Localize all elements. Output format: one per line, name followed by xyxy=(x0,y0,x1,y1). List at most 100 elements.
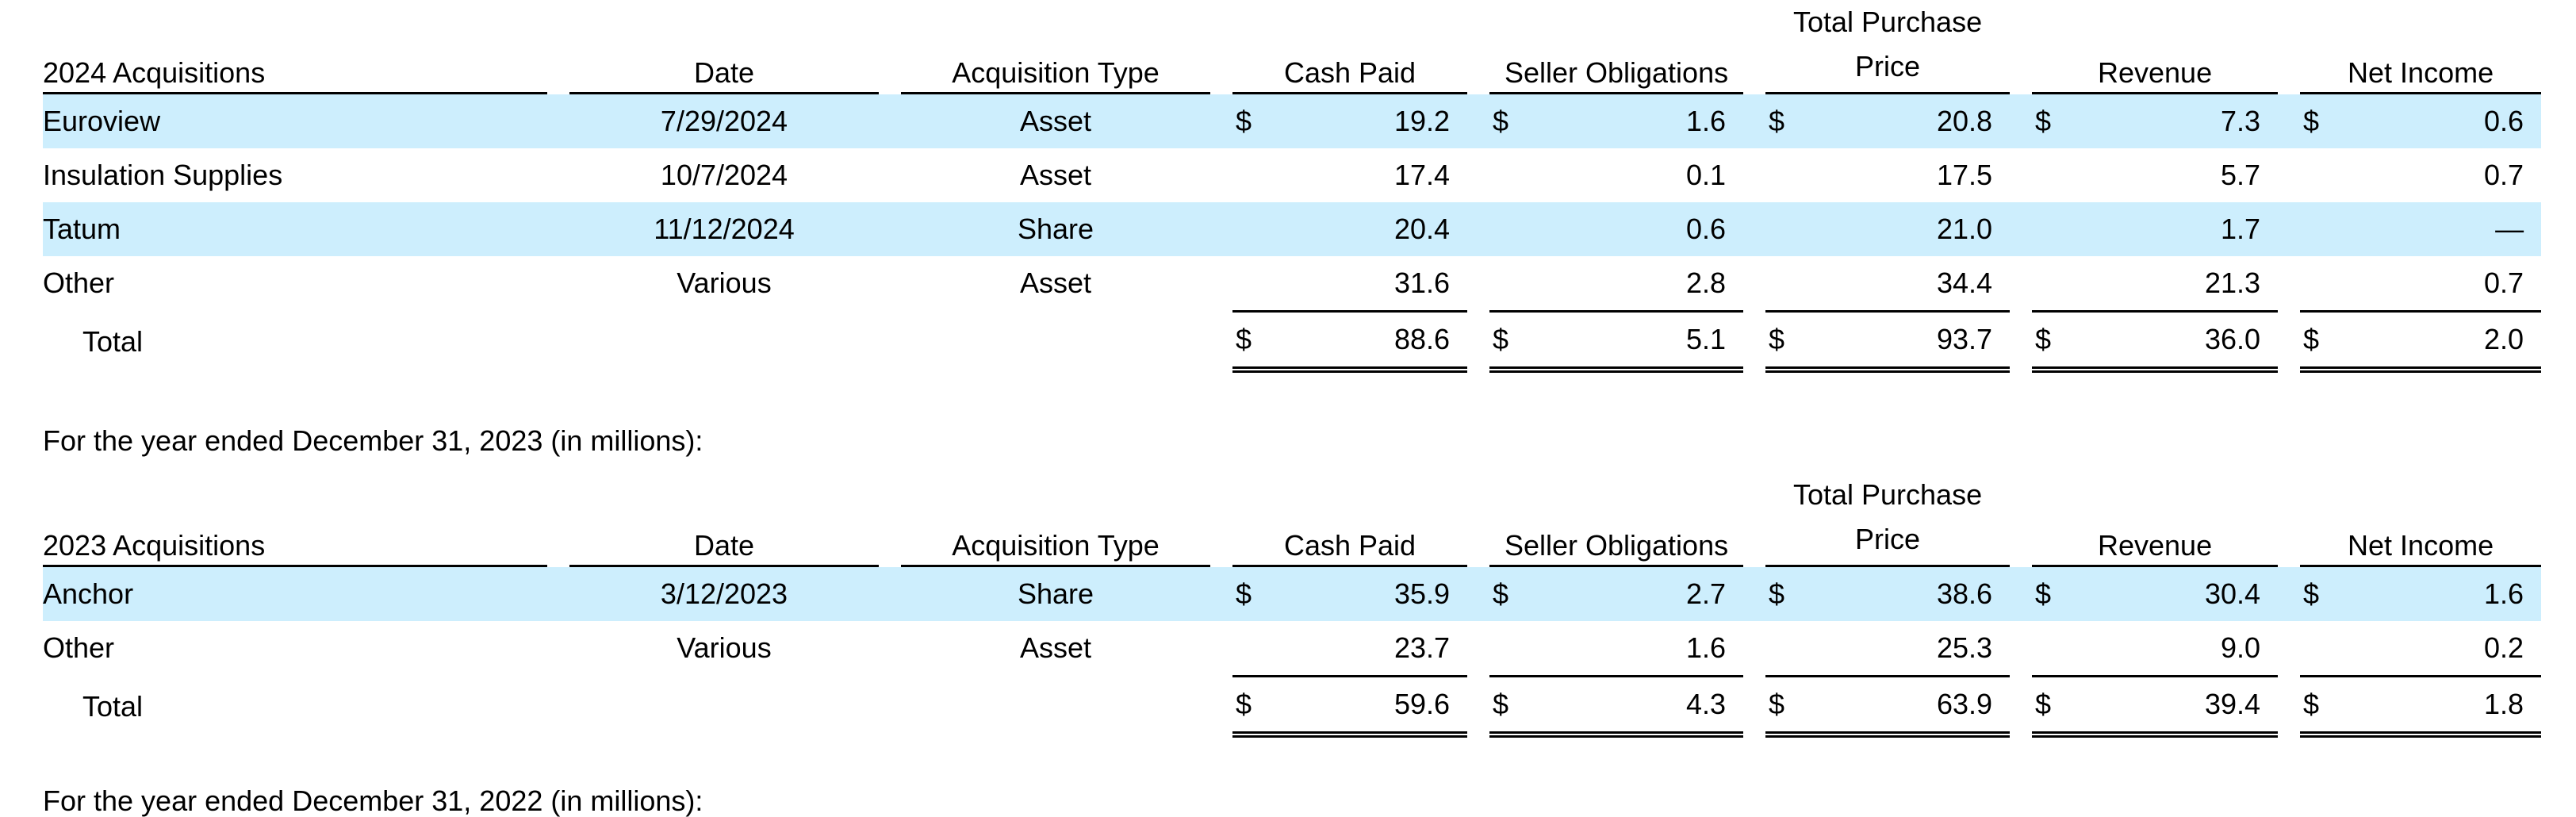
currency-symbol: $ xyxy=(1489,94,1562,148)
row-seller: 0.1 xyxy=(1685,159,1727,191)
currency-symbol: $ xyxy=(1765,94,1838,148)
row-net: 1.6 xyxy=(2371,567,2542,621)
row-name: Other xyxy=(43,267,115,299)
row-seller: 1.6 xyxy=(1685,631,1727,664)
currency-symbol: $ xyxy=(1765,675,1838,738)
total-revenue: 36.0 xyxy=(2103,310,2279,373)
col-header-date: Date xyxy=(569,473,879,567)
col-header-revenue: Revenue xyxy=(2032,0,2279,94)
row-price: 20.8 xyxy=(1837,94,2011,148)
col-header-cash: Cash Paid xyxy=(1232,473,1468,567)
table-row: Other Various Asset 23.7 1.6 25.3 9.0 0.… xyxy=(43,621,2541,675)
currency-symbol: $ xyxy=(1232,310,1304,373)
currency-symbol: $ xyxy=(1489,567,1562,621)
currency-symbol: $ xyxy=(2300,94,2372,148)
row-net: — xyxy=(2371,202,2542,256)
table-row: Insulation Supplies 10/7/2024 Asset 17.4… xyxy=(43,148,2541,202)
row-date: 10/7/2024 xyxy=(660,159,788,191)
total-revenue: 39.4 xyxy=(2103,675,2279,738)
row-type: Asset xyxy=(1019,631,1092,664)
currency-symbol: $ xyxy=(2300,675,2372,738)
header-row: 2024 Acquisitions Date Acquisition Type … xyxy=(43,0,2542,94)
row-revenue: 21.3 xyxy=(2204,267,2261,299)
total-cash: 88.6 xyxy=(1304,310,1468,373)
row-date: Various xyxy=(677,267,772,299)
row-date: 11/12/2024 xyxy=(569,202,879,256)
currency-symbol: $ xyxy=(2032,675,2104,738)
currency-symbol: $ xyxy=(1232,94,1304,148)
row-seller: 0.6 xyxy=(1561,202,1744,256)
col-header-net: Net Income xyxy=(2300,0,2542,94)
row-net: 0.6 xyxy=(2371,94,2542,148)
total-cash: 59.6 xyxy=(1304,675,1468,738)
row-cash: 19.2 xyxy=(1304,94,1468,148)
row-price: 34.4 xyxy=(1936,267,1993,299)
currency-symbol: $ xyxy=(2032,567,2104,621)
col-header-seller: Seller Obligations xyxy=(1489,473,1744,567)
acquisitions-2024-table: 2024 Acquisitions Date Acquisition Type … xyxy=(43,0,2542,373)
currency-symbol: $ xyxy=(1489,310,1562,373)
total-row: Total $59.6 $4.3 $63.9 $39.4 $1.8 xyxy=(43,675,2542,738)
row-revenue: 7.3 xyxy=(2103,94,2279,148)
total-label: Total xyxy=(82,324,144,358)
row-seller: 1.6 xyxy=(1561,94,1744,148)
currency-symbol: $ xyxy=(2300,310,2372,373)
row-seller: 2.7 xyxy=(1561,567,1744,621)
currency-symbol: $ xyxy=(1232,675,1304,738)
currency-symbol: $ xyxy=(2300,567,2372,621)
row-type: Share xyxy=(901,567,1210,621)
row-price: 25.3 xyxy=(1936,631,1993,664)
col-header-price-line1: Total Purchase xyxy=(1792,6,1983,38)
col-header-cash: Cash Paid xyxy=(1232,0,1468,94)
col-header-price-line2: Price xyxy=(1855,50,1921,82)
total-price: 63.9 xyxy=(1837,675,2011,738)
total-label: Total xyxy=(82,689,144,723)
row-name: Other xyxy=(43,631,115,664)
row-type: Share xyxy=(901,202,1210,256)
row-revenue: 30.4 xyxy=(2103,567,2279,621)
col-header-price-line1: Total Purchase xyxy=(1792,478,1983,511)
row-date: 3/12/2023 xyxy=(569,567,879,621)
table-row: Euroview 7/29/2024 Asset $19.2 $1.6 $20.… xyxy=(43,94,2542,148)
col-header-price-line2: Price xyxy=(1855,523,1921,555)
row-price: 17.5 xyxy=(1936,159,1993,191)
table-row: Other Various Asset 31.6 2.8 34.4 21.3 0… xyxy=(43,256,2541,310)
section-caption-2022: For the year ended December 31, 2022 (in… xyxy=(43,784,703,817)
row-cash: 35.9 xyxy=(1304,567,1468,621)
row-type: Asset xyxy=(1019,267,1092,299)
row-cash: 17.4 xyxy=(1393,159,1451,191)
currency-symbol: $ xyxy=(2032,94,2104,148)
row-name: Insulation Supplies xyxy=(43,159,283,191)
col-header-name: 2024 Acquisitions xyxy=(43,0,547,94)
row-seller: 2.8 xyxy=(1685,267,1727,299)
total-seller: 5.1 xyxy=(1561,310,1744,373)
currency-symbol: $ xyxy=(2032,310,2104,373)
row-net: 0.7 xyxy=(2484,267,2524,299)
header-row: 2023 Acquisitions Date Acquisition Type … xyxy=(43,473,2542,567)
section-caption-2023: For the year ended December 31, 2023 (in… xyxy=(43,424,703,457)
row-date: 7/29/2024 xyxy=(569,94,879,148)
total-row: Total $88.6 $5.1 $93.7 $36.0 $2.0 xyxy=(43,310,2542,373)
row-revenue: 5.7 xyxy=(2221,159,2261,191)
col-header-type: Acquisition Type xyxy=(901,473,1210,567)
row-revenue: 9.0 xyxy=(2221,631,2261,664)
acquisitions-2023-table: 2023 Acquisitions Date Acquisition Type … xyxy=(43,473,2542,738)
currency-symbol: $ xyxy=(1765,567,1838,621)
col-header-seller: Seller Obligations xyxy=(1489,0,1744,94)
col-header-name: 2023 Acquisitions xyxy=(43,473,547,567)
table-row: Anchor 3/12/2023 Share $35.9 $2.7 $38.6 … xyxy=(43,567,2542,621)
col-header-revenue: Revenue xyxy=(2032,473,2279,567)
total-price: 93.7 xyxy=(1837,310,2011,373)
total-net: 2.0 xyxy=(2371,310,2542,373)
row-name: Euroview xyxy=(43,94,547,148)
row-cash: 23.7 xyxy=(1393,631,1451,664)
total-seller: 4.3 xyxy=(1561,675,1744,738)
row-type: Asset xyxy=(901,94,1210,148)
col-header-price: Total Purchase Price xyxy=(1765,0,2011,94)
row-net: 0.7 xyxy=(2484,159,2524,191)
row-price: 38.6 xyxy=(1837,567,2011,621)
col-header-date: Date xyxy=(569,0,879,94)
row-cash: 31.6 xyxy=(1393,267,1451,299)
table-row: Tatum 11/12/2024 Share 20.4 0.6 21.0 1.7… xyxy=(43,202,2542,256)
